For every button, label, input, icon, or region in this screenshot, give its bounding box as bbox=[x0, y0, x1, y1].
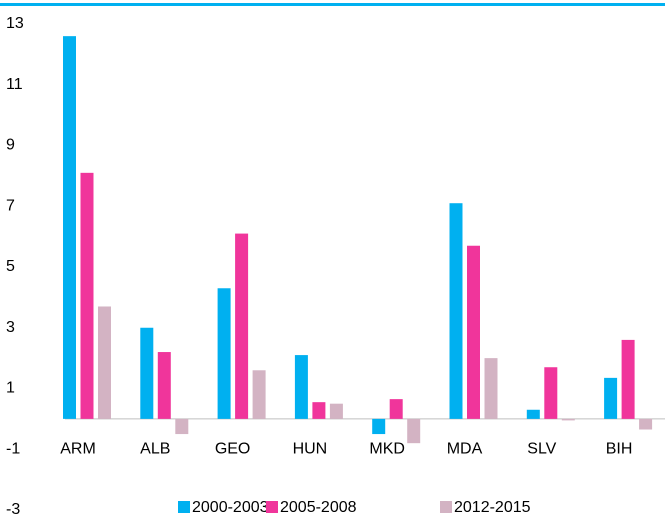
bar bbox=[312, 402, 326, 419]
bar bbox=[235, 233, 249, 419]
legend-label: 2005-2008 bbox=[280, 499, 357, 515]
bar bbox=[449, 203, 463, 419]
legend-label: 2000-2003 bbox=[192, 499, 269, 515]
y-tick-label: -3 bbox=[6, 501, 20, 515]
legend-swatch bbox=[178, 501, 190, 513]
bar bbox=[407, 418, 421, 444]
legend-label: 2012-2015 bbox=[454, 499, 531, 515]
x-tick-label: GEO bbox=[215, 440, 251, 457]
bar bbox=[604, 377, 618, 419]
bar bbox=[544, 367, 558, 419]
top-rule bbox=[0, 3, 665, 6]
bar bbox=[175, 418, 189, 435]
y-tick-label: 7 bbox=[6, 197, 15, 214]
x-tick-label: MKD bbox=[369, 440, 405, 457]
bar bbox=[98, 306, 111, 419]
x-tick-label: SLV bbox=[527, 440, 556, 457]
bar bbox=[467, 245, 480, 419]
y-tick-label: 9 bbox=[6, 137, 15, 154]
bar bbox=[294, 355, 308, 419]
x-tick-label: MDA bbox=[447, 440, 483, 457]
x-tick-label: HUN bbox=[293, 440, 328, 457]
legend-swatch bbox=[440, 501, 452, 513]
bar bbox=[389, 399, 403, 419]
bar bbox=[63, 36, 76, 419]
x-tick-label: ARM bbox=[60, 440, 96, 457]
bar bbox=[252, 370, 266, 419]
bar bbox=[372, 418, 386, 435]
y-tick-label: 3 bbox=[6, 319, 15, 336]
bar bbox=[561, 418, 575, 421]
y-tick-label: 11 bbox=[6, 76, 23, 93]
bar bbox=[484, 358, 498, 419]
y-tick-label: 13 bbox=[6, 15, 24, 32]
x-tick-label: BIH bbox=[606, 440, 633, 457]
y-tick-label: -1 bbox=[6, 440, 20, 457]
bar bbox=[80, 172, 94, 419]
y-tick-label: 5 bbox=[6, 258, 15, 275]
bar bbox=[329, 403, 343, 419]
bar bbox=[217, 288, 231, 419]
bar bbox=[157, 352, 171, 419]
x-tick-label: ALB bbox=[140, 440, 170, 457]
y-tick-label: 1 bbox=[6, 380, 15, 397]
bar bbox=[140, 327, 154, 419]
legend-swatch bbox=[266, 501, 278, 513]
bar bbox=[639, 418, 653, 430]
bar bbox=[526, 409, 540, 419]
bar bbox=[621, 339, 635, 419]
